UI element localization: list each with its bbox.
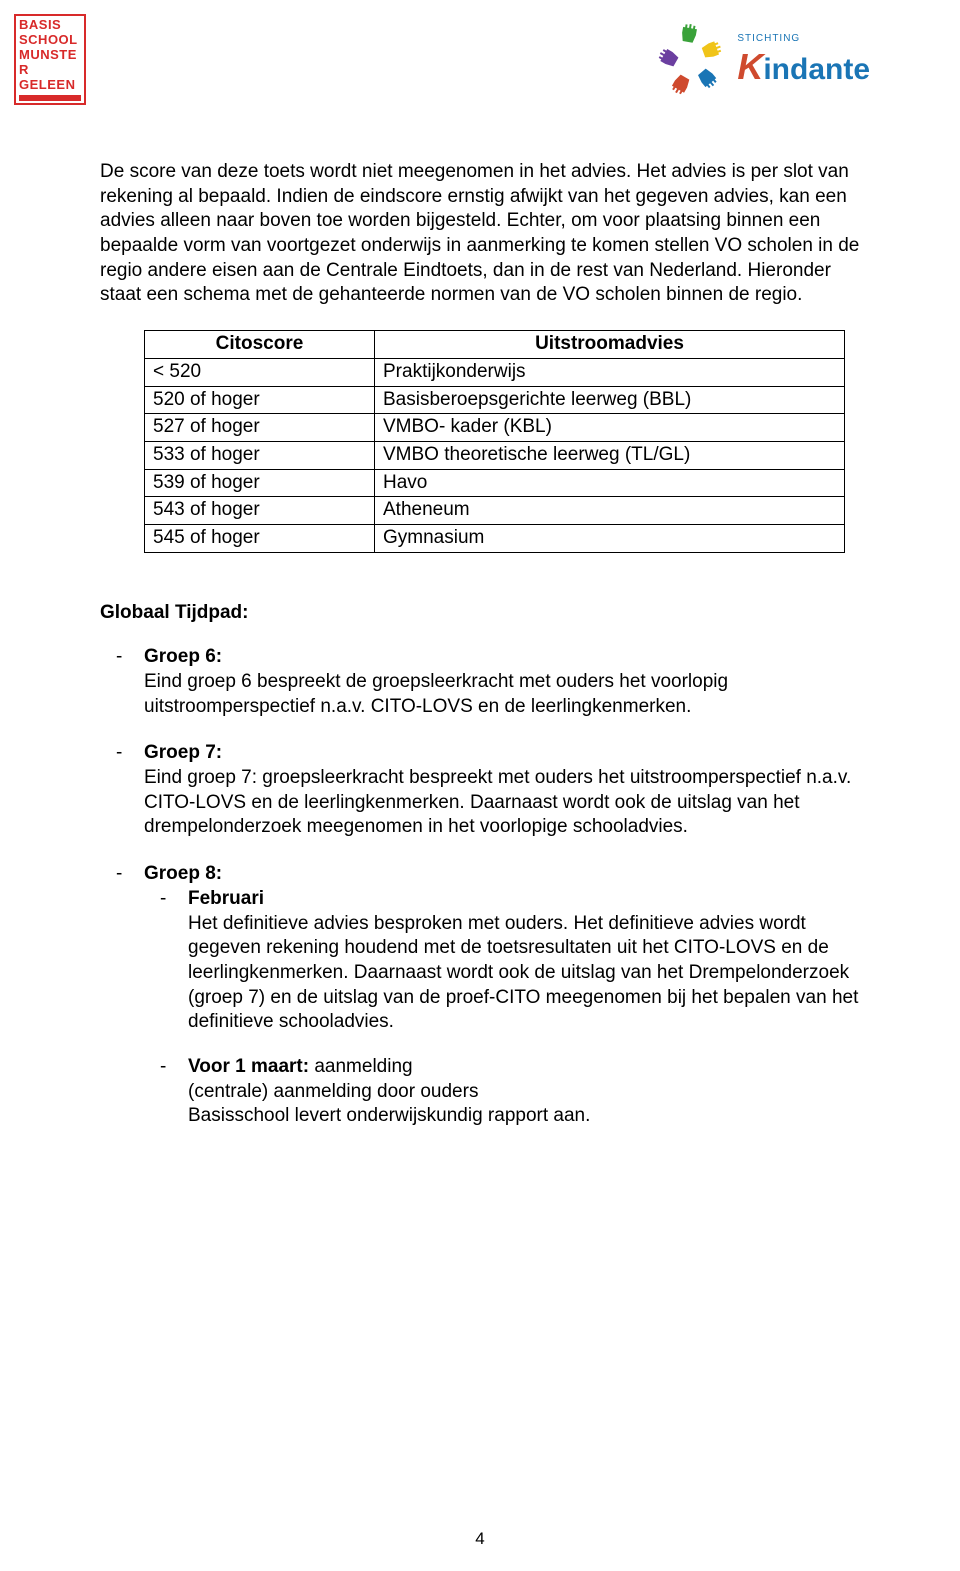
page-number: 4 bbox=[0, 1529, 960, 1549]
table-header-row: Citoscore Uitstroomadvies bbox=[145, 331, 845, 359]
sub-item-voor1maart: Voor 1 maart: aanmelding (centrale) aanm… bbox=[188, 1055, 860, 1129]
group-body: Eind groep 6 bespreekt de groepsleerkrac… bbox=[144, 671, 728, 717]
logo-left-line: BASIS bbox=[19, 18, 81, 33]
sub-line: Basisschool levert onderwijskundig rappo… bbox=[188, 1105, 590, 1126]
sub-body: Het definitieve advies besproken met oud… bbox=[188, 913, 858, 1033]
group-label: Groep 7: bbox=[144, 742, 222, 763]
groep8-sublist: Februari Het definitieve advies besproke… bbox=[144, 887, 860, 1129]
intro-paragraph: De score van deze toets wordt niet meege… bbox=[100, 160, 860, 308]
sub-label: Voor 1 maart: bbox=[188, 1056, 309, 1077]
table-row: 520 of hogerBasisberoepsgerichte leerweg… bbox=[145, 386, 845, 414]
sub-line: (centrale) aanmelding door ouders bbox=[188, 1081, 478, 1102]
brand-stichting-label: STICHTING bbox=[737, 33, 870, 44]
group-label: Groep 6: bbox=[144, 646, 222, 667]
kindante-logo-right: STICHTING Kindante bbox=[657, 20, 870, 100]
list-item-groep6: Groep 6: Eind groep 6 bespreekt de groep… bbox=[144, 645, 860, 719]
list-item-groep8: Groep 8: Februari Het definitieve advies… bbox=[144, 862, 860, 1129]
section-title-tijdpad: Globaal Tijdpad: bbox=[100, 601, 860, 626]
th-uitstroomadvies: Uitstroomadvies bbox=[375, 331, 845, 359]
school-logo-left: BASIS SCHOOL MUNSTE R GELEEN bbox=[14, 14, 86, 105]
table-row: 539 of hogerHavo bbox=[145, 469, 845, 497]
page-content: De score van deze toets wordt niet meege… bbox=[0, 160, 960, 1129]
table-row: 545 of hogerGymnasium bbox=[145, 524, 845, 552]
table-row: 543 of hogerAtheneum bbox=[145, 497, 845, 525]
sub-item-februari: Februari Het definitieve advies besproke… bbox=[188, 887, 860, 1035]
logo-left-line: R bbox=[19, 63, 81, 78]
logo-left-bar bbox=[19, 95, 81, 101]
sub-label-suffix: aanmelding bbox=[309, 1056, 413, 1077]
brand-name: Kindante bbox=[737, 46, 870, 88]
page-header: BASIS SCHOOL MUNSTE R GELEEN STICHTING K… bbox=[0, 0, 960, 160]
logo-left-line: SCHOOL bbox=[19, 33, 81, 48]
group-body: Eind groep 7: groepsleerkracht bespreekt… bbox=[144, 767, 851, 837]
table-row: 527 of hogerVMBO- kader (KBL) bbox=[145, 414, 845, 442]
table-row: < 520Praktijkonderwijs bbox=[145, 358, 845, 386]
citoscore-table: Citoscore Uitstroomadvies < 520Praktijko… bbox=[144, 330, 845, 553]
table-row: 533 of hogerVMBO theoretische leerweg (T… bbox=[145, 441, 845, 469]
group-label: Groep 8: bbox=[144, 863, 222, 884]
hand-cluster-icon bbox=[657, 20, 727, 100]
citoscore-table-wrap: Citoscore Uitstroomadvies < 520Praktijko… bbox=[144, 330, 860, 553]
brand-text: STICHTING Kindante bbox=[737, 33, 870, 88]
th-citoscore: Citoscore bbox=[145, 331, 375, 359]
tijdpad-list: Groep 6: Eind groep 6 bespreekt de groep… bbox=[100, 645, 860, 1129]
list-item-groep7: Groep 7: Eind groep 7: groepsleerkracht … bbox=[144, 741, 860, 840]
logo-left-line: GELEEN bbox=[19, 78, 81, 93]
logo-left-line: MUNSTE bbox=[19, 48, 81, 63]
sub-label: Februari bbox=[188, 888, 264, 909]
